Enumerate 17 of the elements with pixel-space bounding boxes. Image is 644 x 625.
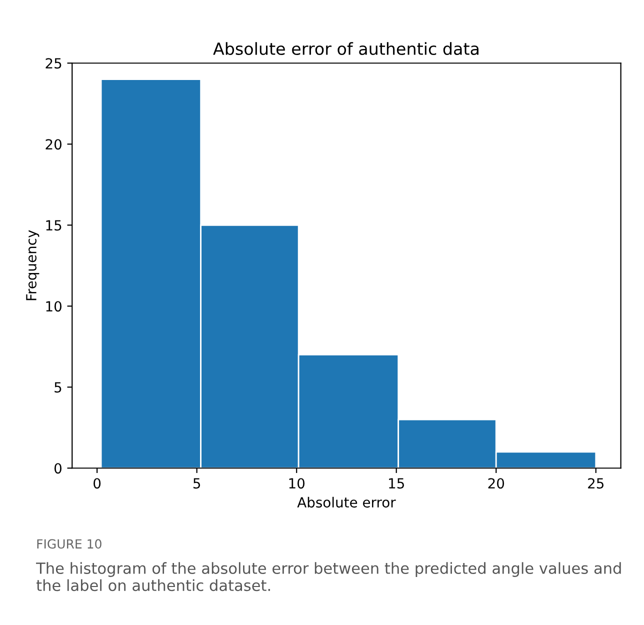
x-tick-label: 0	[94, 478, 101, 489]
y-tick-label: 10	[46, 301, 62, 312]
x-tick-label: 5	[193, 478, 200, 489]
x-tick-label: 25	[588, 478, 604, 489]
y-axis-title: Frequency	[26, 230, 40, 300]
caption: FIGURE 10	[37, 539, 102, 549]
y-tick-label: 15	[46, 220, 62, 231]
chart-title: Absolute error of authentic data	[213, 42, 478, 56]
y-tick-label: 0	[54, 463, 62, 474]
text: The histogram of the absolute error between the predicted angle values and the label on authentic dataset.	[36, 562, 621, 592]
y-tick-label: 5	[54, 382, 62, 393]
x-tick-label: 10	[289, 478, 305, 489]
y-tick-label: 25	[46, 58, 62, 69]
x-axis-title: Absolute error	[297, 496, 396, 508]
y-tick-label: 20	[46, 139, 62, 150]
x-tick-label: 20	[488, 478, 504, 489]
x-tick-label: 15	[389, 478, 404, 489]
